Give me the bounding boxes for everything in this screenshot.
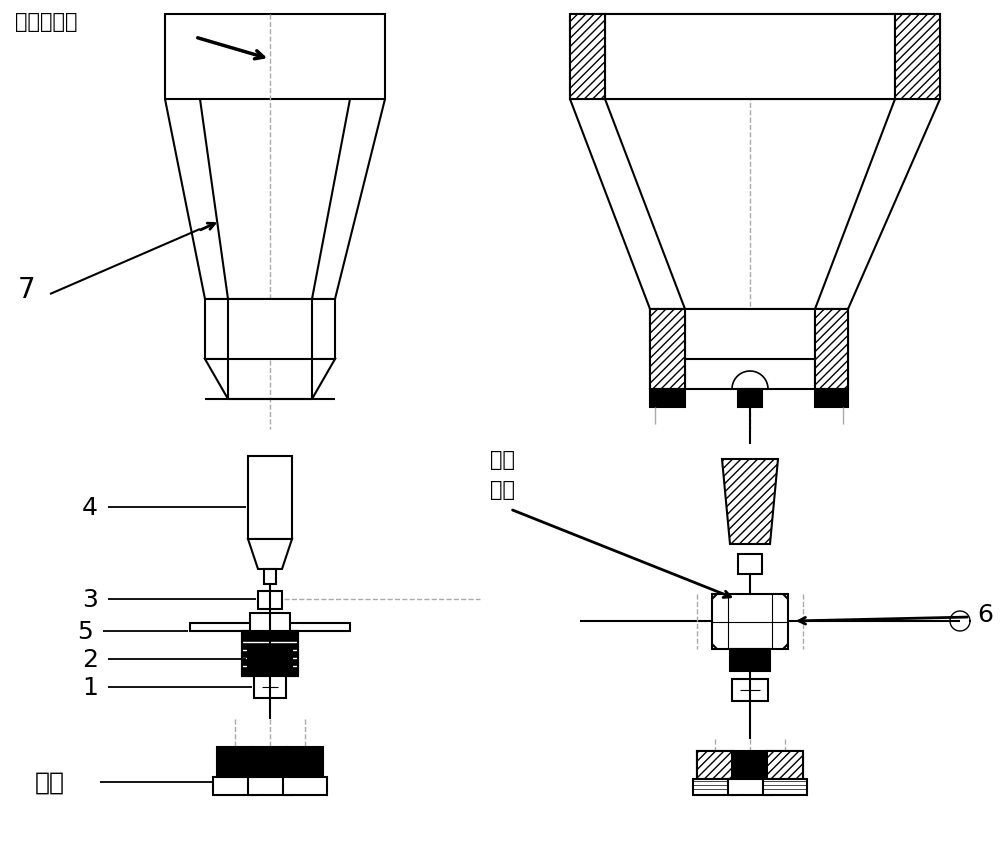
Bar (732, 679, 768, 701)
Polygon shape (205, 360, 228, 399)
Text: 圆形固定环: 圆形固定环 (15, 12, 78, 32)
Bar (697, 751, 733, 779)
Bar (205, 300, 335, 360)
Bar (190, 623, 350, 631)
Bar (767, 751, 803, 779)
Bar (728, 779, 772, 795)
Bar (248, 457, 292, 539)
Bar (283, 777, 327, 795)
Text: 5: 5 (77, 619, 93, 643)
Bar (732, 751, 768, 779)
Bar (738, 390, 762, 408)
Bar (767, 751, 803, 779)
Polygon shape (248, 539, 292, 570)
Text: 螺栓: 螺栓 (35, 770, 65, 794)
Bar (815, 310, 848, 390)
Bar (815, 390, 848, 408)
Bar (738, 555, 762, 574)
Bar (213, 777, 257, 795)
Bar (165, 15, 385, 100)
Bar (258, 592, 282, 609)
Bar (242, 631, 298, 676)
Polygon shape (312, 360, 335, 399)
Text: 7: 7 (18, 276, 36, 304)
Bar (650, 310, 848, 390)
Bar (650, 310, 685, 390)
Bar (242, 631, 298, 676)
Bar (252, 747, 288, 777)
Bar (697, 751, 733, 779)
Bar (248, 777, 292, 795)
Bar (650, 390, 685, 408)
Bar (217, 747, 253, 777)
Bar (250, 614, 290, 631)
Bar (712, 594, 788, 649)
Bar (740, 390, 760, 404)
Bar (570, 15, 940, 100)
Text: 4: 4 (82, 495, 98, 519)
Text: 2: 2 (82, 647, 98, 671)
Text: 顶丝: 顶丝 (490, 450, 515, 469)
Bar (248, 649, 292, 671)
Bar (570, 15, 605, 100)
Polygon shape (722, 459, 778, 544)
Bar (605, 15, 895, 100)
Text: 螺栓: 螺栓 (490, 479, 515, 500)
Bar (264, 570, 276, 584)
Bar (254, 676, 286, 698)
Text: 1: 1 (82, 675, 98, 699)
Bar (730, 649, 770, 671)
Bar (693, 779, 737, 795)
Text: 3: 3 (82, 587, 98, 611)
Bar (895, 15, 940, 100)
Text: 6: 6 (977, 603, 993, 626)
Bar (763, 779, 807, 795)
Bar (287, 747, 323, 777)
